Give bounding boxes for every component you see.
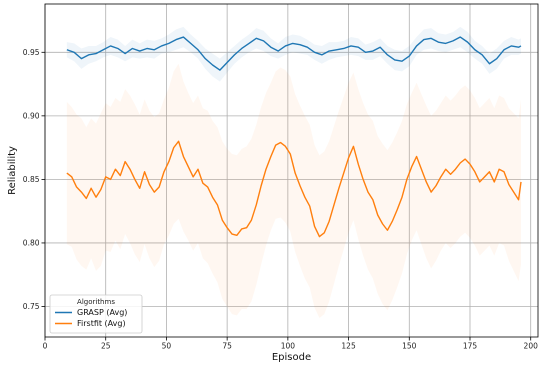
y-tick-label: 0.95 [23, 48, 40, 57]
series-lines [66, 36, 522, 238]
y-tick-label: 0.85 [23, 175, 40, 184]
y-tick-label: 0.80 [23, 239, 40, 248]
x-tick-label: 0 [43, 342, 48, 351]
band-grasp [66, 26, 522, 82]
x-axis-label: Episode [272, 352, 311, 363]
x-tick-label: 75 [222, 342, 232, 351]
x-tick-label: 200 [524, 342, 539, 351]
y-tick-label: 0.90 [23, 112, 40, 121]
x-tick-label: 100 [281, 342, 296, 351]
legend: Algorithms GRASP (Avg) Firstfit (Avg) [49, 294, 143, 334]
x-tick-label: 175 [463, 342, 478, 351]
x-tick-label: 50 [162, 342, 172, 351]
legend-box [49, 294, 143, 334]
legend-label-firstfit: Firstfit (Avg) [77, 319, 126, 328]
series-line-grasp [66, 36, 522, 71]
legend-title: Algorithms [77, 298, 115, 306]
legend-label-grasp: GRASP (Avg) [77, 308, 127, 317]
x-tick-label: 125 [341, 342, 356, 351]
y-axis-label: Reliability [7, 146, 18, 195]
y-tick-label: 0.75 [23, 302, 40, 311]
x-tick-label: 150 [402, 342, 417, 351]
confidence-bands [66, 26, 522, 318]
x-tick-label: 25 [101, 342, 111, 351]
series-line-firstfit [66, 140, 522, 238]
band-firstfit [66, 63, 522, 318]
plot-frame [44, 3, 539, 338]
axis-ticks: 0 25 50 75 100 125 150 175 200 0.75 0.80 0.85 0.90 0.… [23, 48, 538, 351]
grid [44, 4, 538, 337]
